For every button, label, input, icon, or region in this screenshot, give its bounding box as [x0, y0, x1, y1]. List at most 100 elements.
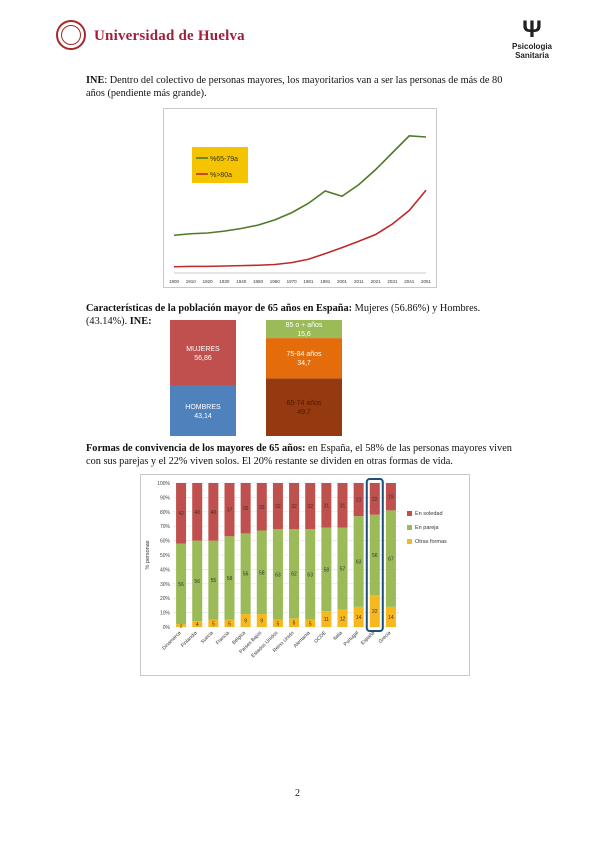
bar-segment: [305, 529, 316, 620]
bar-segment: [240, 483, 251, 534]
y-tick-label: 70%: [160, 524, 171, 530]
legend-label: En soledad: [415, 511, 443, 517]
paragraph-caracteristicas: Características de la población mayor de…: [86, 302, 516, 328]
bar-segment: [385, 606, 396, 627]
data-label: 32: [307, 504, 313, 510]
legend-swatch: [407, 511, 412, 516]
paragraph-convivencia: Formas de convivencia de los mayores de …: [86, 442, 516, 468]
population-structure-chart: HOMBRES 43,14 MUJERES 56,86 65-74 años 49,7 75…: [170, 320, 342, 436]
paragraph-caracteristicas-bold2: INE:: [129, 316, 152, 327]
department-logo: Ψ Psicologia Sanitaria: [502, 18, 562, 61]
bar-segment: [208, 540, 219, 620]
x-tick-label: 2001: [337, 279, 348, 284]
y-tick-label: 20%: [160, 596, 171, 602]
data-label: 40: [211, 510, 217, 516]
bar-segment: [176, 543, 187, 625]
x-tick-label: Italia: [332, 630, 344, 642]
paragraph-convivencia-text: en España, el 58% de las personas mayore…: [86, 443, 512, 467]
data-label: 56: [243, 572, 249, 578]
data-label: 14: [388, 615, 394, 621]
y-axis-label: % personas: [145, 540, 151, 569]
paragraph-ine: INE: Dentro del colectivo de personas ma…: [86, 74, 516, 100]
paragraph-caracteristicas-bold: Características de la población mayor de…: [86, 303, 353, 314]
y-tick-label: 10%: [160, 611, 171, 617]
bar-segment: [305, 483, 316, 530]
data-label: 5: [277, 621, 280, 627]
segment-value: 34,7: [297, 360, 311, 367]
series-line-1: [173, 189, 427, 268]
x-tick-label: 2031: [387, 279, 398, 284]
bar-segment: [272, 619, 283, 627]
data-label: 58: [324, 567, 330, 573]
bar-segment: [176, 483, 187, 544]
x-tick-label: 1940: [236, 279, 247, 284]
x-tick-label: 1970: [287, 279, 298, 284]
x-tick-label: 1920: [203, 279, 214, 284]
data-label: 56: [178, 582, 184, 588]
x-tick-label: 1910: [186, 279, 197, 284]
bar-segment: [385, 483, 396, 511]
legend-box: [192, 147, 248, 183]
bar-segment: [289, 618, 300, 627]
data-label: 37: [227, 508, 233, 514]
x-tick-label: 2011: [354, 279, 364, 284]
convivencia-chart: 0% 10% 20% 30% 40% 50% 60% 70% 80% 90% 100% % perso…: [140, 474, 470, 676]
data-label: 63: [356, 559, 362, 565]
segment-name: HOMBRES: [185, 404, 221, 411]
x-tick-label: 1930: [219, 279, 230, 284]
paragraph-ine-bold: INE: [86, 75, 105, 86]
data-label: 19: [388, 495, 394, 501]
y-tick-label: 40%: [160, 567, 171, 573]
data-label: 9: [260, 619, 263, 625]
segment-value: 15,6: [297, 331, 311, 338]
bar-segment: [337, 527, 348, 610]
data-label: 31: [324, 503, 330, 509]
y-tick-label: 100%: [157, 481, 170, 487]
data-label: 23: [356, 498, 362, 504]
segment-name: 75-84 años: [286, 351, 322, 358]
x-tick-label: Dinamarca: [161, 630, 182, 651]
data-label: 63: [307, 572, 313, 578]
data-label: 56: [372, 553, 378, 559]
bar-segment: [256, 530, 267, 615]
paragraph-convivencia-bold: Formas de convivencia de los mayores de …: [86, 443, 306, 454]
data-label: 32: [291, 504, 297, 510]
page-number: 2: [295, 788, 300, 799]
data-label: 33: [259, 505, 265, 511]
line-chart-svg: 1900 1910 1920 1930 1940 1950 1960 1970 1981 1991…: [169, 135, 432, 284]
data-label: 31: [340, 503, 346, 509]
data-label: 12: [340, 616, 346, 622]
segment-name: 65-74 años: [286, 400, 322, 407]
highlight-box: [365, 478, 384, 632]
department-line2: Sanitaria: [515, 51, 549, 60]
legend-label: %>80a: [210, 172, 232, 179]
bar-segment: [321, 483, 332, 528]
bar-segment: [305, 619, 316, 627]
data-label: 2: [180, 624, 183, 630]
bar-segment: [176, 624, 187, 627]
bar-segment: [192, 621, 203, 627]
bar-segment: [256, 614, 267, 627]
segment: [266, 338, 342, 379]
bar-segment: [224, 483, 235, 537]
x-tick-label: 2041: [404, 279, 415, 284]
data-label: 5: [228, 621, 231, 627]
y-tick-label: 80%: [160, 510, 171, 516]
bar-segment: [337, 609, 348, 627]
bar-segment: [321, 611, 332, 627]
bar-segment: [224, 536, 235, 620]
legend-label: En pareja: [415, 525, 439, 531]
data-label: 40: [194, 510, 200, 516]
bar-segment: [353, 606, 364, 627]
y-tick-label: 50%: [160, 553, 171, 559]
segment-value: 43,14: [194, 413, 212, 420]
bar-segment: [208, 483, 219, 541]
data-label: 58: [227, 576, 233, 582]
x-tick-label: Portugal: [343, 630, 360, 647]
x-tick-label: 1950: [253, 279, 264, 284]
x-tick-label: Francia: [215, 630, 231, 646]
x-tick-label: OCDE: [313, 630, 328, 645]
bar-segment: [240, 614, 251, 627]
data-label: 9: [244, 619, 247, 625]
bar-segment: [192, 540, 203, 622]
